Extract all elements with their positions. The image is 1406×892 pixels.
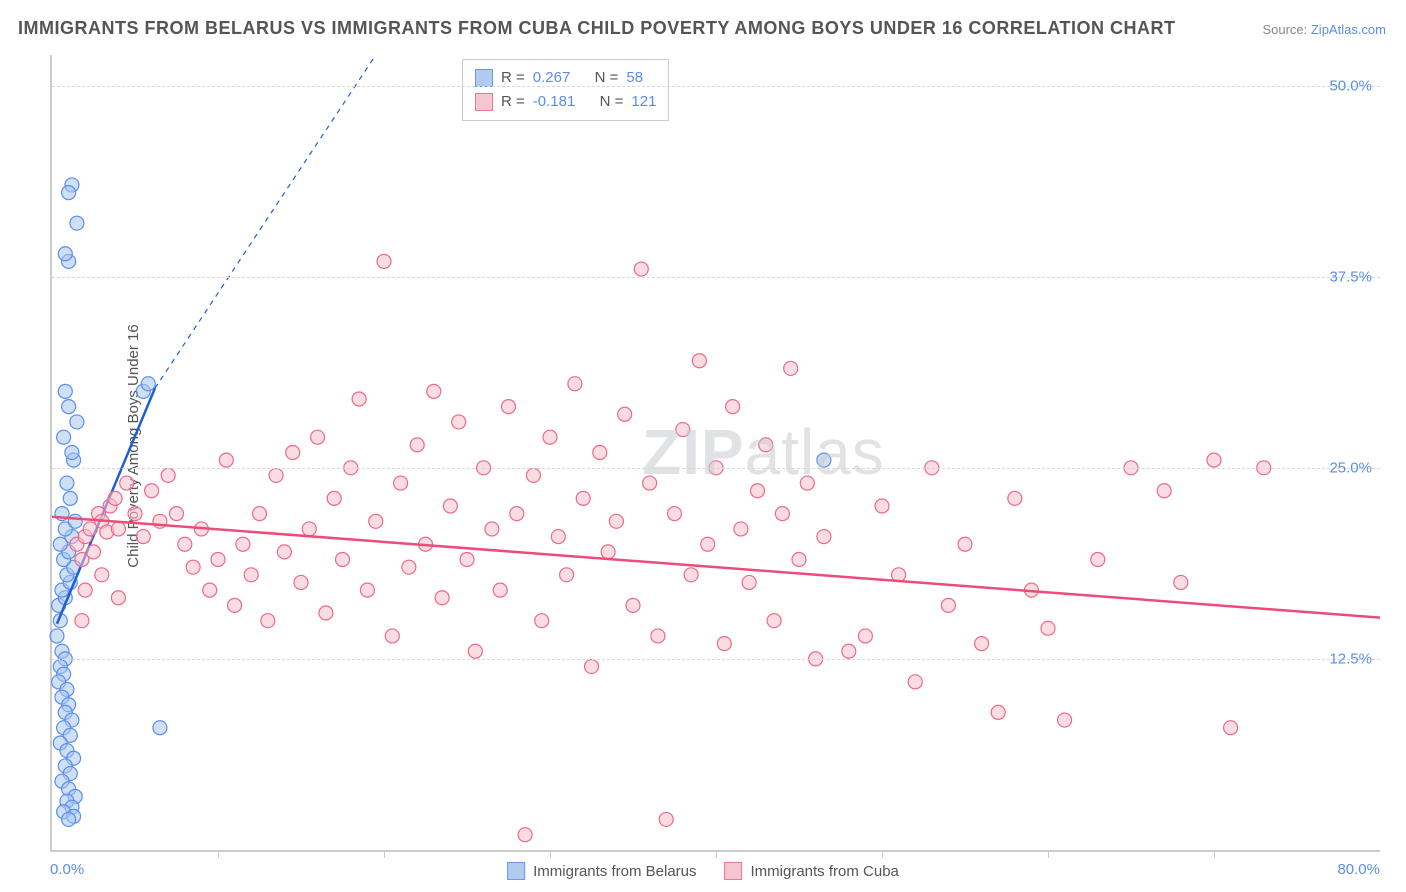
legend-label-belarus: Immigrants from Belarus xyxy=(533,863,696,880)
stats-row-cuba: R = -0.181 N = 121 xyxy=(475,90,656,114)
legend-item-belarus: Immigrants from Belarus xyxy=(507,862,696,880)
y-tick-label: 25.0% xyxy=(1329,459,1372,476)
n-label: N = xyxy=(600,90,624,114)
r-value-cuba: -0.181 xyxy=(533,90,576,114)
grid-line-h xyxy=(52,86,1380,87)
legend-swatch-cuba xyxy=(725,862,743,880)
swatch-cuba xyxy=(475,93,493,111)
chart-title: IMMIGRANTS FROM BELARUS VS IMMIGRANTS FR… xyxy=(18,18,1176,39)
grid-line-v xyxy=(716,850,717,858)
x-axis-max-label: 80.0% xyxy=(1337,861,1380,878)
r-label: R = xyxy=(501,90,525,114)
scatter-svg xyxy=(52,55,1380,850)
chart-plot-area: R = 0.267 N = 58 R = -0.181 N = 121 ZIPa… xyxy=(50,55,1380,852)
grid-line-h xyxy=(52,277,1380,278)
grid-line-v xyxy=(218,850,219,858)
grid-line-h xyxy=(52,659,1380,660)
legend-swatch-belarus xyxy=(507,862,525,880)
source-attribution: Source: ZipAtlas.com xyxy=(1262,22,1386,37)
legend-label-cuba: Immigrants from Cuba xyxy=(751,863,899,880)
legend-item-cuba: Immigrants from Cuba xyxy=(725,862,899,880)
grid-line-v xyxy=(882,850,883,858)
grid-line-v xyxy=(1214,850,1215,858)
n-value-cuba: 121 xyxy=(631,90,656,114)
x-axis-min-label: 0.0% xyxy=(50,861,84,878)
source-link[interactable]: ZipAtlas.com xyxy=(1311,22,1386,37)
swatch-belarus xyxy=(475,69,493,87)
y-tick-label: 37.5% xyxy=(1329,268,1372,285)
grid-line-v xyxy=(550,850,551,858)
grid-line-v xyxy=(384,850,385,858)
grid-line-v xyxy=(1048,850,1049,858)
legend: Immigrants from Belarus Immigrants from … xyxy=(507,862,899,880)
y-tick-label: 12.5% xyxy=(1329,650,1372,667)
y-tick-label: 50.0% xyxy=(1329,77,1372,94)
correlation-stats-box: R = 0.267 N = 58 R = -0.181 N = 121 xyxy=(462,59,669,121)
grid-line-h xyxy=(52,468,1380,469)
source-prefix: Source: xyxy=(1262,22,1310,37)
